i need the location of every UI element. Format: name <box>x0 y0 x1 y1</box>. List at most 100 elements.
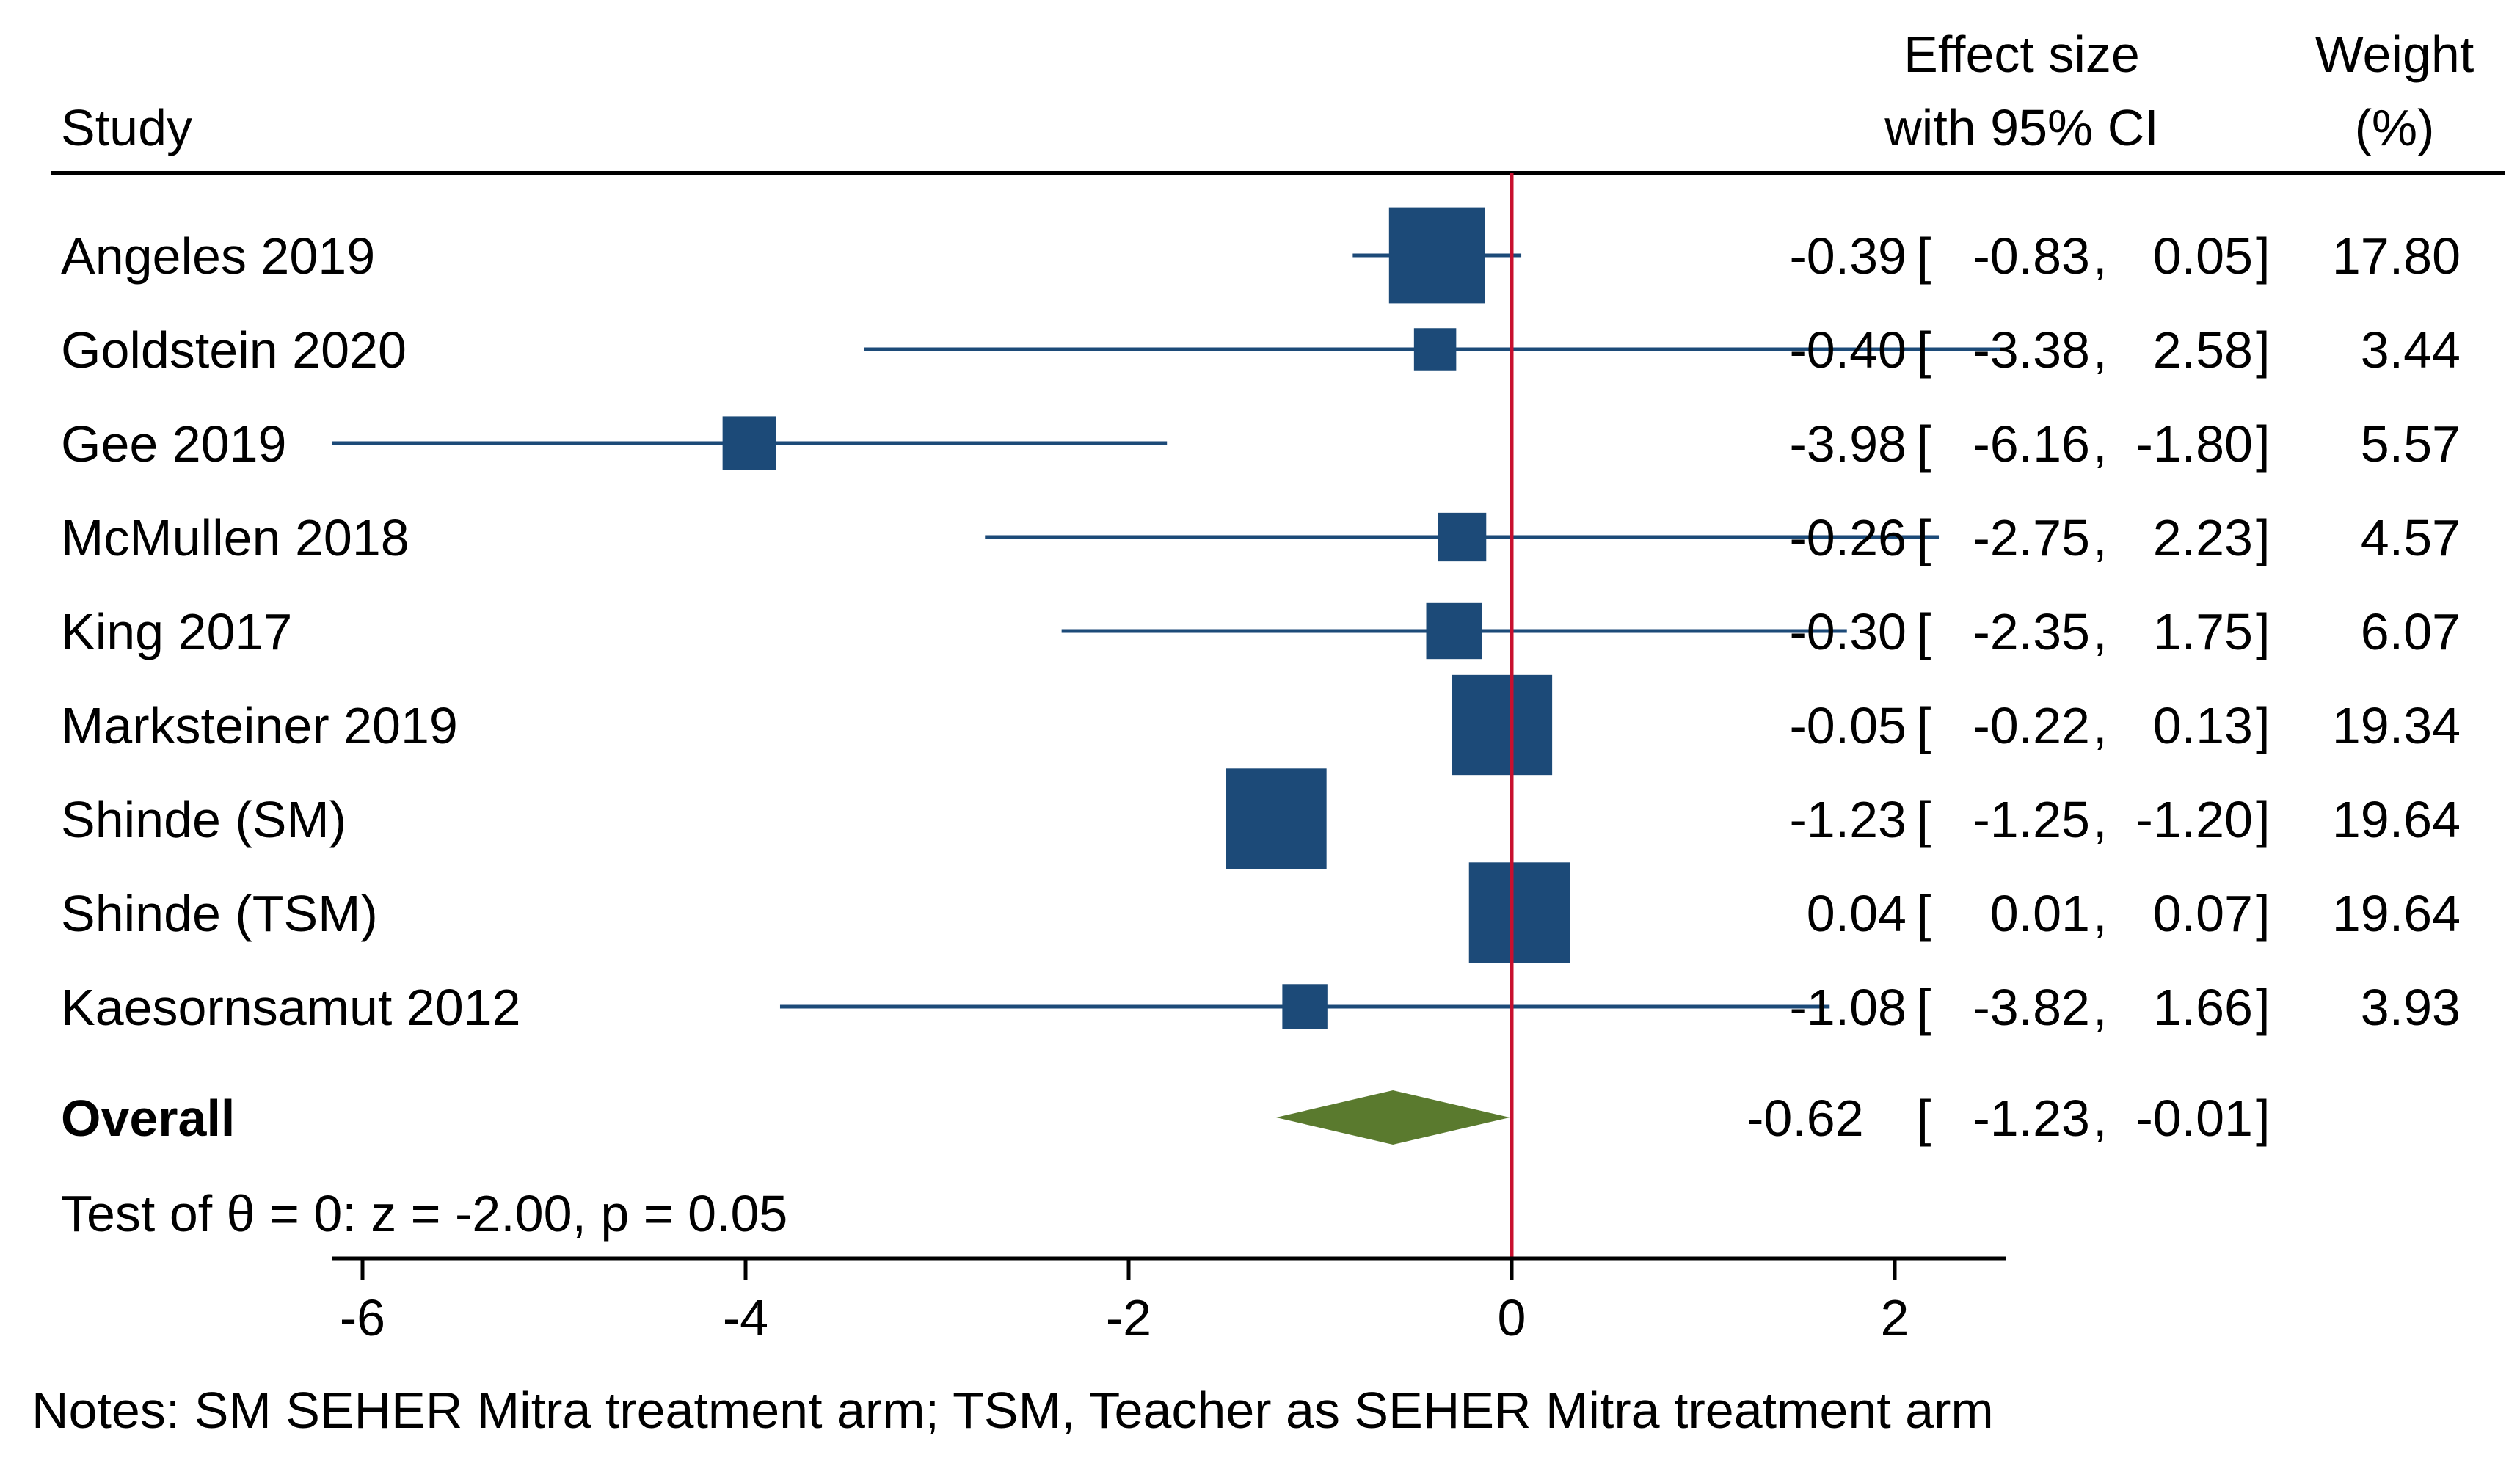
row-labels: Angeles 2019 -0.39[-0.83, 0.05] 17.80Goldst… <box>61 227 2461 1036</box>
ci-open-bracket: [ <box>1917 979 1931 1036</box>
overall-ci-comma: , <box>2093 1090 2107 1147</box>
overall-ci-text: [ -1.23, -0.01] <box>1917 1090 2270 1147</box>
effect-marker <box>1468 862 1570 963</box>
ci-open-bracket: [ <box>1917 697 1931 754</box>
weight-value: 5.57 <box>2361 415 2461 473</box>
overall-ci-lower: -1.23 <box>1973 1090 2090 1147</box>
ci-open-bracket: [ <box>1917 509 1931 566</box>
ci-close-bracket: ] <box>2256 697 2270 754</box>
overall-ci-close-bracket: ] <box>2256 1090 2270 1147</box>
effect-size-value: -1.23 <box>1789 791 1907 848</box>
effect-marker <box>1226 768 1327 869</box>
effect-size-value: 0.04 <box>1807 885 1907 942</box>
ci-open-bracket: [ <box>1917 415 1931 473</box>
effect-marker <box>1413 328 1457 371</box>
ci-upper-value: 2.23 <box>2153 509 2253 566</box>
effect-marker <box>1388 207 1485 304</box>
ci-comma: , <box>2093 227 2107 285</box>
ci-open-bracket: [ <box>1917 603 1931 660</box>
ci-lower-value: 0.01 <box>1990 885 2090 942</box>
notes-text: Notes: SM SEHER Mitra treatment arm; TSM… <box>32 1382 1994 1439</box>
weight-value: 19.64 <box>2332 885 2461 942</box>
weight-value: 19.34 <box>2332 697 2461 754</box>
overall-label: Overall <box>61 1090 235 1147</box>
ci-upper-value: -1.20 <box>2135 791 2253 848</box>
markers <box>722 207 1570 1029</box>
effect-size-value: -3.98 <box>1789 415 1907 473</box>
study-name: Shinde (TSM) <box>61 885 378 942</box>
ci-open-bracket: [ <box>1917 321 1931 379</box>
ci-close-bracket: ] <box>2256 415 2270 473</box>
overall-ci-open-bracket: [ <box>1917 1090 1931 1147</box>
weight-value: 17.80 <box>2332 227 2461 285</box>
header-weight-line2: (%) <box>2355 99 2435 156</box>
effect-marker <box>1282 984 1328 1029</box>
ci-close-bracket: ] <box>2256 227 2270 285</box>
study-name: Marksteiner 2019 <box>61 697 458 754</box>
ci-upper-value: 2.58 <box>2153 321 2253 379</box>
study-name: Gee 2019 <box>61 415 286 473</box>
ci-upper-value: -1.80 <box>2135 415 2253 473</box>
x-tick-label: -4 <box>723 1289 768 1346</box>
ci-lower-value: -2.35 <box>1973 603 2090 660</box>
ci-lower-value: -0.22 <box>1973 697 2090 754</box>
ci-upper-value: 0.07 <box>2153 885 2253 942</box>
ci-lower-value: -3.38 <box>1973 321 2090 379</box>
ci-open-bracket: [ <box>1917 791 1931 848</box>
ci-lower-value: -6.16 <box>1973 415 2090 473</box>
ci-comma: , <box>2093 415 2107 473</box>
ci-close-bracket: ] <box>2256 885 2270 942</box>
overall-es: -0.62 <box>1747 1090 1864 1147</box>
effect-marker <box>1438 512 1487 562</box>
x-tick-label: -6 <box>340 1289 385 1346</box>
effect-size-value: -0.30 <box>1789 603 1907 660</box>
effect-size-value: -0.39 <box>1789 227 1907 285</box>
effect-size-value: -1.08 <box>1789 979 1907 1036</box>
effect-size-value: -0.40 <box>1789 321 1907 379</box>
ci-comma: , <box>2093 697 2107 754</box>
overall-effect-text: -0.62 <box>1747 1090 1907 1147</box>
effect-size-value: -0.05 <box>1789 697 1907 754</box>
header-weight-line1: Weight <box>2315 26 2475 83</box>
weight-value: 3.44 <box>2361 321 2461 379</box>
ci-open-bracket: [ <box>1917 885 1931 942</box>
ci-close-bracket: ] <box>2256 603 2270 660</box>
ci-close-bracket: ] <box>2256 321 2270 379</box>
header-effect-line1: Effect size <box>1904 26 2140 83</box>
header-effect-line2: with 95% CI <box>1884 99 2158 156</box>
ci-comma: , <box>2093 885 2107 942</box>
study-name: McMullen 2018 <box>61 509 409 566</box>
effect-marker <box>722 416 776 470</box>
weight-value: 6.07 <box>2361 603 2461 660</box>
study-name: Angeles 2019 <box>61 227 375 285</box>
effect-marker <box>1426 602 1482 660</box>
study-name: Shinde (SM) <box>61 791 346 848</box>
ci-lines <box>332 253 2006 1009</box>
weight-value: 3.93 <box>2361 979 2461 1036</box>
study-name: Goldstein 2020 <box>61 321 407 379</box>
overall-ci-upper: -0.01 <box>2135 1090 2253 1147</box>
ci-comma: , <box>2093 979 2107 1036</box>
ci-upper-value: 0.13 <box>2153 697 2253 754</box>
ci-lower-value: -3.82 <box>1973 979 2090 1036</box>
overall-diamond <box>1275 1090 1510 1145</box>
study-name: King 2017 <box>61 603 292 660</box>
ci-close-bracket: ] <box>2256 509 2270 566</box>
effect-marker <box>1452 674 1553 776</box>
x-axis-ticks: -6 -4 -2 0 2 <box>340 1258 1909 1346</box>
test-text: Test of θ = 0: z = -2.00, p = 0.05 <box>61 1185 787 1242</box>
ci-comma: , <box>2093 791 2107 848</box>
ci-open-bracket: [ <box>1917 227 1931 285</box>
ci-upper-value: 1.66 <box>2153 979 2253 1036</box>
x-tick-label: 2 <box>1881 1289 1909 1346</box>
ci-upper-value: 0.05 <box>2153 227 2253 285</box>
weight-value: 19.64 <box>2332 791 2461 848</box>
ci-lower-value: -1.25 <box>1973 791 2090 848</box>
ci-close-bracket: ] <box>2256 791 2270 848</box>
ci-lower-value: -0.83 <box>1973 227 2090 285</box>
effect-size-value: -0.26 <box>1789 509 1907 566</box>
ci-comma: , <box>2093 509 2107 566</box>
ci-lower-value: -2.75 <box>1973 509 2090 566</box>
ci-comma: , <box>2093 321 2107 379</box>
